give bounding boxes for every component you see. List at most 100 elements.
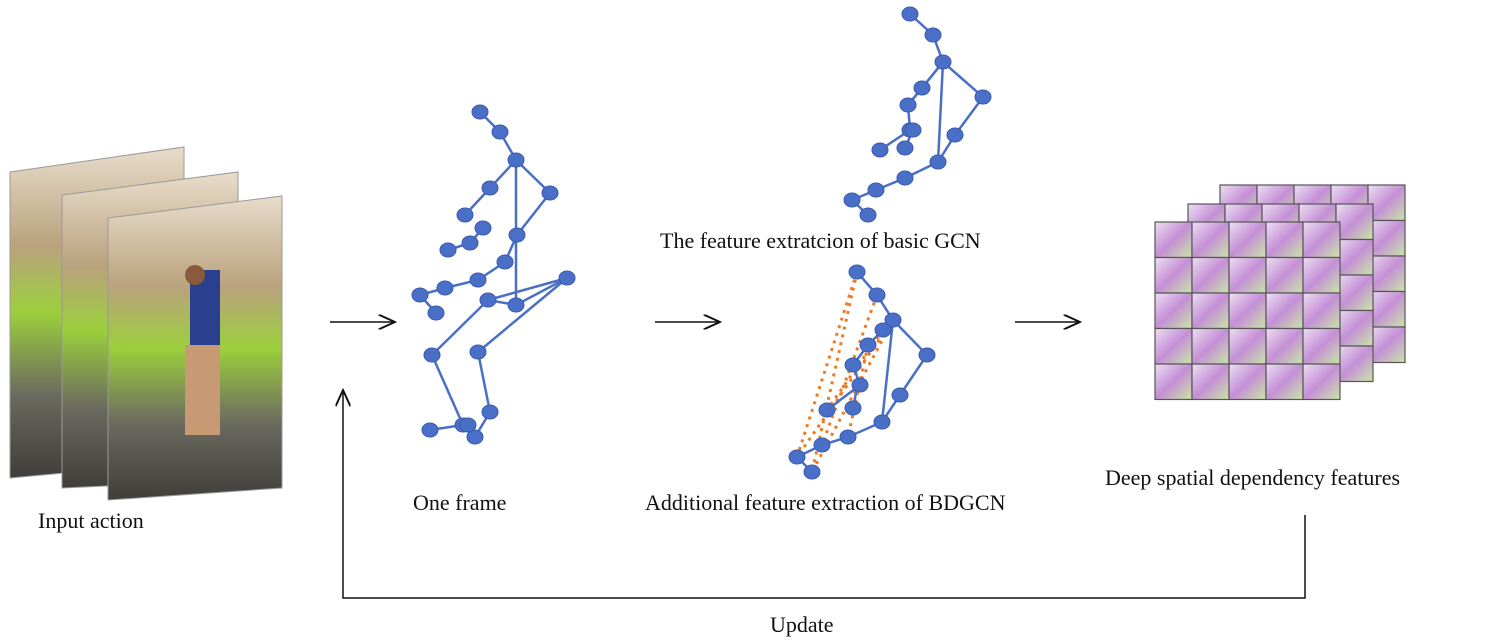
feature-maps [1154,184,1406,401]
joint [469,272,487,288]
joint [874,322,892,338]
feature-cell [1228,256,1267,294]
label: One frame [413,490,506,515]
joint [471,104,489,120]
joint [934,54,952,70]
feature-cell [1228,221,1267,259]
joint [848,264,866,280]
joint [456,207,474,223]
joint [974,89,992,105]
label: Deep spatial dependency features [1105,465,1400,490]
feature-cell [1367,219,1406,257]
bone [429,299,489,432]
joint [788,449,806,465]
joint [436,280,454,296]
joint [896,140,914,156]
feature-cell [1302,363,1341,401]
joint [946,127,964,143]
dependency-edge [820,294,879,446]
joint [496,254,514,270]
joint [474,220,492,236]
label: The feature extratcion of basic GCN [660,228,981,253]
joint [813,437,831,453]
joint [873,414,891,430]
feature-cell [1191,292,1230,330]
joint [507,297,525,313]
joint [896,170,914,186]
joint [508,227,526,243]
joint [558,270,576,286]
feature-cell [1154,327,1193,365]
feature-cell [1302,221,1341,259]
joint [929,154,947,170]
feature-cell [1367,326,1406,364]
feature-cell [1154,256,1193,294]
joint [466,429,484,445]
joint [469,344,487,360]
feature-cell [1335,274,1374,312]
feature-cell [1335,238,1374,276]
joint [859,207,877,223]
feature-cell [1335,345,1374,383]
joint [439,242,457,258]
joint [541,185,559,201]
one-frame-skeleton [411,104,576,445]
feature-cell [1367,184,1406,222]
dependency-edge [795,271,859,458]
joint [461,235,479,251]
feature-cell [1302,327,1341,365]
feature-cell [1228,292,1267,330]
joint [479,292,497,308]
bone [880,319,895,423]
joint [867,182,885,198]
joint [899,97,917,113]
feature-cell [1302,256,1341,294]
basic-gcn-skeleton [843,6,992,223]
label: Additional feature extraction of BDGCN [645,490,1006,515]
label: Input action [38,508,144,533]
joint [901,6,919,22]
feature-cell [1265,363,1304,401]
joint [844,400,862,416]
joint [803,464,821,480]
feature-cell [1154,363,1193,401]
feature-cell [1228,327,1267,365]
joint [851,377,869,393]
feature-cell [1191,221,1230,259]
feature-cell [1265,256,1304,294]
joint [481,180,499,196]
joint [884,312,902,328]
joint [871,142,889,158]
joint [421,422,439,438]
feature-cell [1302,292,1341,330]
joint [913,80,931,96]
joint [507,152,525,168]
joint [481,404,499,420]
joint [843,192,861,208]
feature-cell [1154,221,1193,259]
bone [849,13,985,216]
bone [794,271,929,473]
bdgcn-skeleton [788,264,936,480]
joint [491,124,509,140]
feature-cell [1154,292,1193,330]
joint [918,347,936,363]
joint [427,305,445,321]
label: Update [770,612,834,637]
joint [904,122,922,138]
joint [844,357,862,373]
feature-cell [1335,309,1374,347]
joint [839,429,857,445]
feature-cell [1191,256,1230,294]
feature-cell [1265,221,1304,259]
input-frames [9,146,283,501]
joint [859,337,877,353]
joint [891,387,909,403]
bone [487,276,568,302]
joint [818,402,836,418]
update-loop [343,390,1306,599]
feature-cell [1367,255,1406,293]
feature-cell [1191,327,1230,365]
joint [868,287,886,303]
